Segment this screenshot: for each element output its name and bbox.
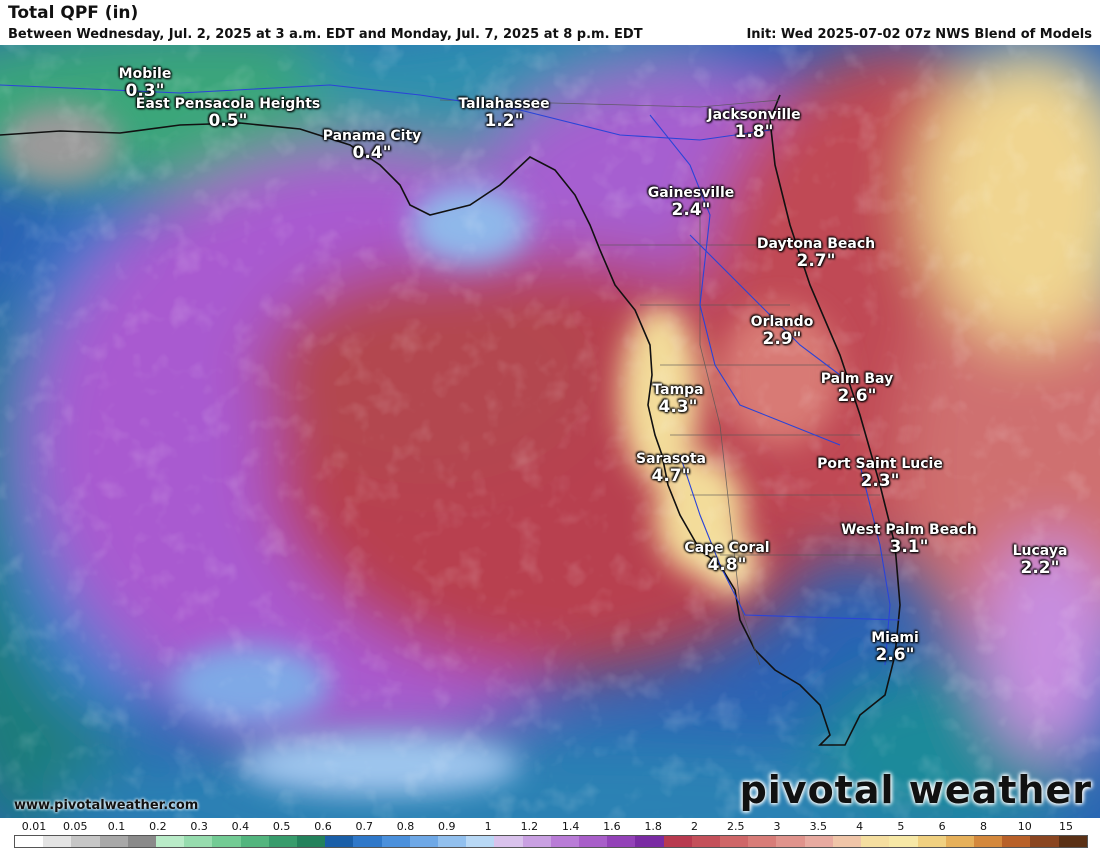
city-label: Tampa 4.3" xyxy=(652,382,704,418)
legend-swatch xyxy=(156,836,185,847)
legend-swatch xyxy=(804,836,833,847)
legend-swatch xyxy=(381,836,410,847)
map-canvas xyxy=(0,45,1100,818)
legend-label: 1 xyxy=(484,820,492,833)
legend-label: 0.3 xyxy=(190,820,208,833)
legend-swatch xyxy=(861,836,890,847)
legend-label: 1.6 xyxy=(603,820,621,833)
legend-label: 0.6 xyxy=(314,820,332,833)
legend-swatch xyxy=(748,836,777,847)
legend-swatch xyxy=(889,836,918,847)
county-lines xyxy=(439,99,895,666)
header: Total QPF (in) Between Wednesday, Jul. 2… xyxy=(0,0,1100,45)
map-title: Total QPF (in) xyxy=(8,3,139,23)
legend-swatch xyxy=(15,836,44,847)
legend-label: 0.7 xyxy=(355,820,373,833)
legend-label: 1.4 xyxy=(561,820,580,833)
city-label: Cape Coral 4.8" xyxy=(684,540,770,576)
city-label: Miami 2.6" xyxy=(871,630,919,666)
legend-swatch xyxy=(945,836,974,847)
legend-swatch xyxy=(127,836,157,847)
legend-swatch xyxy=(99,836,128,847)
city-label: Panama City 0.4" xyxy=(322,128,422,164)
legend-label: 10 xyxy=(1017,820,1032,833)
city-label: West Palm Beach 3.1" xyxy=(841,522,977,558)
legend-swatch xyxy=(720,836,749,847)
color-legend: 0.01 0.05 0.1 0.2 0.3 0.4 0.5 0.6 0.7 0.8 0.9 1 1.2 1… xyxy=(0,818,1100,850)
legend-swatch xyxy=(466,836,495,847)
city-label: Palm Bay 2.6" xyxy=(820,371,894,407)
brand-logo: pivotal weather xyxy=(739,768,1092,812)
legend-label: 0.05 xyxy=(63,820,88,833)
legend-swatch xyxy=(438,836,467,847)
legend-swatch xyxy=(409,836,439,847)
city-label: East Pensacola Heights 0.5" xyxy=(135,96,321,132)
legend-label: 1.8 xyxy=(644,820,662,833)
city-label: Mobile 0.3" xyxy=(118,66,172,102)
city-label: Tallahassee 1.2" xyxy=(458,96,550,132)
legend-label: 0.9 xyxy=(438,820,456,833)
legend-label: 1.2 xyxy=(520,820,539,833)
legend-swatch xyxy=(43,836,72,847)
legend-swatch xyxy=(184,836,213,847)
legend-swatch xyxy=(973,836,1003,847)
city-label: Daytona Beach 2.7" xyxy=(756,236,876,272)
legend-label: 2.5 xyxy=(727,820,745,833)
city-label: Orlando 2.9" xyxy=(750,314,814,350)
legend-swatch xyxy=(353,836,382,847)
legend-swatch xyxy=(832,836,862,847)
legend-swatch xyxy=(1058,836,1087,847)
legend-swatch xyxy=(494,836,523,847)
legend-swatch xyxy=(212,836,241,847)
legend-label: 0.4 xyxy=(231,820,250,833)
city-label: Jacksonville 1.8" xyxy=(707,107,801,143)
legend-label: 8 xyxy=(979,820,987,833)
legend-labels: 0.01 0.05 0.1 0.2 0.3 0.4 0.5 0.6 0.7 0.8 0.9 1 1.2 1… xyxy=(0,820,1100,834)
city-label: Port Saint Lucie 2.3" xyxy=(817,456,943,492)
legend-swatch xyxy=(635,836,664,847)
legend-swatch xyxy=(917,836,946,847)
legend-label: 0.8 xyxy=(396,820,415,833)
legend-label: 5 xyxy=(897,820,905,833)
legend-swatch xyxy=(522,836,551,847)
legend-label: 0.2 xyxy=(149,820,167,833)
model-init-label: Init: Wed 2025-07-02 07z NWS Blend of Mo… xyxy=(746,27,1092,42)
city-label: Lucaya 2.2" xyxy=(1012,543,1068,579)
legend-label: 2 xyxy=(690,820,698,833)
legend-swatch xyxy=(71,836,100,847)
city-label: Gainesville 2.4" xyxy=(647,185,735,221)
legend-label: 0.1 xyxy=(107,820,126,833)
legend-swatch xyxy=(240,836,269,847)
website-link[interactable]: www.pivotalweather.com xyxy=(14,798,199,813)
legend-swatch xyxy=(297,836,326,847)
qpf-map: Mobile 0.3" East Pensacola Heights 0.5" Pa… xyxy=(0,45,1100,818)
legend-label: 3 xyxy=(773,820,781,833)
highways xyxy=(0,84,901,666)
legend-label: 6 xyxy=(938,820,946,833)
legend-swatch xyxy=(579,836,608,847)
legend-label: 0.01 xyxy=(21,820,47,833)
legend-swatch xyxy=(663,836,692,847)
legend-swatch xyxy=(1030,836,1059,847)
legend-swatch xyxy=(325,836,354,847)
legend-swatch xyxy=(1002,836,1031,847)
legend-bar xyxy=(14,835,1088,848)
legend-swatch xyxy=(776,836,805,847)
city-label: Sarasota 4.7" xyxy=(636,451,706,487)
legend-label: 15 xyxy=(1059,820,1073,833)
legend-swatch xyxy=(268,836,298,847)
legend-swatch xyxy=(607,836,636,847)
legend-swatch xyxy=(550,836,580,847)
legend-label: 0.5 xyxy=(272,820,291,833)
map-subtitle: Between Wednesday, Jul. 2, 2025 at 3 a.m… xyxy=(8,27,643,42)
legend-label: 3.5 xyxy=(809,820,828,833)
legend-swatch xyxy=(691,836,721,847)
legend-label: 4 xyxy=(856,820,864,833)
coastline xyxy=(0,94,901,746)
